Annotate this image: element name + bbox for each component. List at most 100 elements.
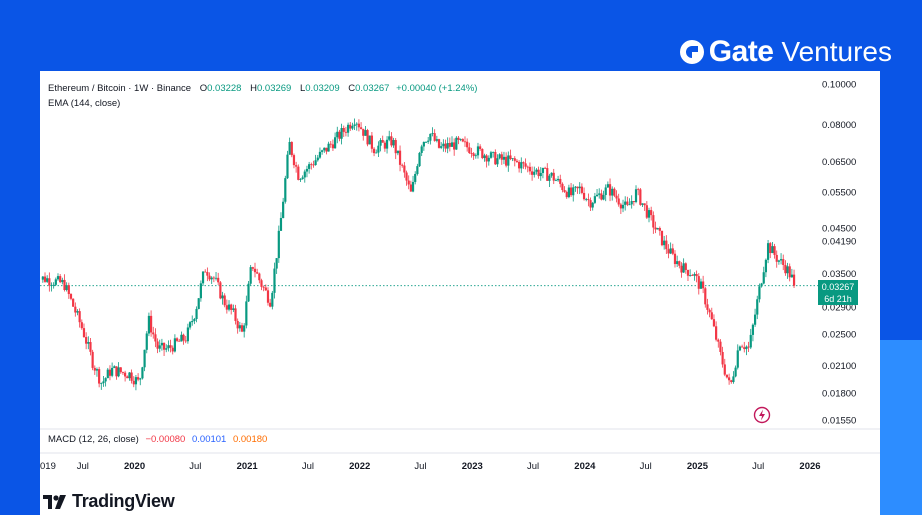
- candle-body: [777, 260, 780, 262]
- candle-body: [459, 139, 462, 140]
- candle-body: [178, 340, 181, 342]
- brand-name: Gate: [708, 35, 774, 68]
- y-tick-label-6: 0.03500: [822, 269, 856, 280]
- candle-body: [511, 158, 514, 160]
- candle-body: [751, 324, 755, 335]
- macd-legend: MACD (12, 26, close) −0.00080 0.00101 0.…: [48, 434, 267, 445]
- candle-body: [518, 161, 521, 169]
- candle-body: [76, 311, 79, 313]
- candle-body: [74, 306, 77, 313]
- candle-body: [396, 150, 399, 154]
- x-tick-label-4: 2021: [237, 461, 259, 472]
- candle-body: [186, 327, 189, 342]
- flash-icon[interactable]: [753, 406, 771, 424]
- candle-body: [546, 168, 549, 181]
- ema-indicator-label[interactable]: EMA (144, close): [48, 98, 121, 109]
- candle-body: [736, 350, 739, 368]
- price-chart[interactable]: 0.10000 0.08000 0.06500 0.05500 0.04500 0.041…: [40, 71, 880, 515]
- candle-body: [292, 155, 296, 166]
- candle-body: [637, 189, 640, 191]
- candle-body: [126, 376, 129, 379]
- y-tick-label-10: 0.01800: [822, 389, 856, 400]
- symbol-label: Ethereum / Bitcoin · 1W · Binance: [48, 83, 192, 94]
- candle-body: [689, 275, 692, 276]
- candle-body: [232, 308, 235, 310]
- candle-body: [730, 380, 733, 383]
- x-tick-label-7: Jul: [414, 461, 426, 472]
- candle-body: [565, 191, 568, 198]
- candle-body: [658, 228, 661, 231]
- candle-body: [578, 186, 581, 189]
- candle-body: [54, 279, 57, 285]
- candle-body: [617, 198, 620, 205]
- candle-body: [611, 188, 614, 196]
- candle-body: [65, 285, 68, 290]
- tradingview-logo[interactable]: TradingView: [43, 491, 175, 512]
- candle-body: [392, 140, 395, 146]
- candle-body: [608, 184, 612, 196]
- candle-body: [212, 277, 215, 279]
- candle-body: [457, 137, 460, 140]
- candle-body: [556, 178, 560, 181]
- candle-body: [355, 123, 358, 125]
- close-label: C: [348, 83, 356, 94]
- candle-body: [266, 290, 270, 303]
- candle-body: [734, 367, 737, 377]
- candle-body: [435, 139, 438, 141]
- candle-body: [749, 334, 752, 348]
- candle-body: [550, 172, 553, 176]
- candle-body: [91, 351, 94, 368]
- open-value: 0.03228: [207, 83, 242, 94]
- candle-body: [132, 380, 135, 385]
- candle-body: [41, 276, 44, 280]
- candle-body: [334, 137, 337, 149]
- candle-body: [299, 179, 302, 180]
- candle-body: [381, 140, 384, 143]
- candle-body: [329, 143, 332, 145]
- candle-body: [303, 171, 306, 178]
- candle-body: [372, 148, 376, 154]
- candle-body: [786, 266, 789, 274]
- candle-body: [247, 283, 250, 302]
- x-tick-label-0: 019: [40, 461, 56, 472]
- candle-body: [158, 345, 161, 349]
- candle-body: [598, 193, 601, 195]
- candle-body: [52, 284, 55, 286]
- candle-body: [541, 167, 545, 173]
- candle-body: [485, 155, 488, 162]
- candle-body: [585, 199, 588, 200]
- candle-body: [463, 141, 467, 143]
- candle-body: [388, 136, 391, 140]
- candle-body: [310, 164, 313, 165]
- candle-body: [145, 333, 148, 350]
- candle-body: [717, 339, 720, 342]
- bar-countdown: 6d 21h: [824, 294, 852, 304]
- candle-body: [249, 267, 252, 284]
- candle-body: [699, 281, 703, 289]
- candle-body: [533, 171, 536, 175]
- candle-body: [624, 201, 627, 205]
- candle-body: [346, 124, 350, 133]
- candle-body: [702, 281, 705, 289]
- macd-label[interactable]: MACD (12, 26, close): [48, 434, 139, 445]
- candle-body: [574, 186, 577, 188]
- candle-body: [453, 142, 456, 150]
- candle-body: [431, 133, 434, 134]
- accent-block: [872, 340, 922, 515]
- candle-body: [379, 140, 382, 146]
- candle-body: [589, 200, 592, 208]
- candle-body: [325, 147, 328, 152]
- candle-body: [494, 151, 497, 165]
- candle-body: [507, 155, 510, 166]
- macd-value: −0.00080: [145, 434, 186, 445]
- candle-body: [180, 334, 183, 342]
- candle-body: [152, 332, 155, 335]
- candle-body: [78, 311, 81, 323]
- candle-body: [788, 266, 791, 278]
- candle-body: [743, 347, 746, 350]
- candle-body: [72, 298, 75, 307]
- candle-body: [321, 150, 324, 152]
- candle-body: [61, 279, 64, 283]
- candle-body: [719, 341, 722, 352]
- candle-body: [385, 139, 389, 149]
